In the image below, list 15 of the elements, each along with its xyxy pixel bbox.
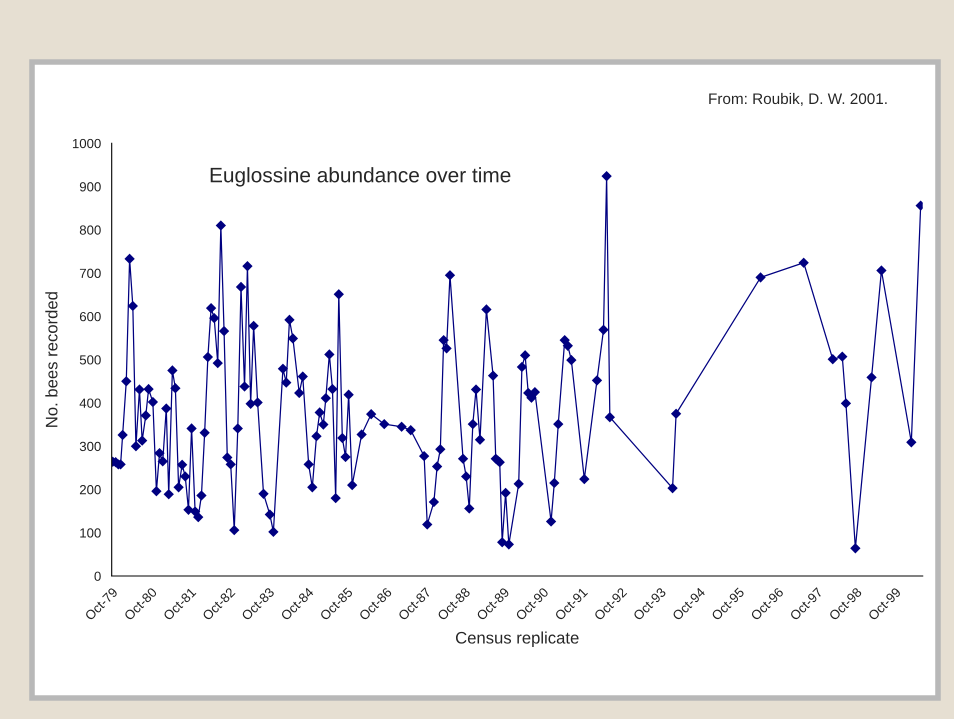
text: Euglossine abundance over time <box>210 167 510 187</box>
y-tick-label: 500 <box>80 355 101 365</box>
y-tick-label: 0 <box>94 572 101 581</box>
y-tick-label: 600 <box>80 312 101 322</box>
y-tick-label: 900 <box>80 182 101 192</box>
y-axis-title: No. bees recorded <box>45 292 58 427</box>
text: From: Roubik, D. W. 2001. <box>709 92 887 106</box>
y-tick-label: 300 <box>80 442 101 452</box>
y-tick-label: 200 <box>80 485 101 494</box>
y-tick-label: 800 <box>80 225 101 235</box>
x-axis-title: Census replicate <box>456 631 579 647</box>
y-tick-label: 100 <box>80 528 101 538</box>
y-tick-label: 700 <box>80 268 101 278</box>
y-tick-label: 400 <box>80 398 101 408</box>
y-tick-label: 1000 <box>72 138 101 148</box>
